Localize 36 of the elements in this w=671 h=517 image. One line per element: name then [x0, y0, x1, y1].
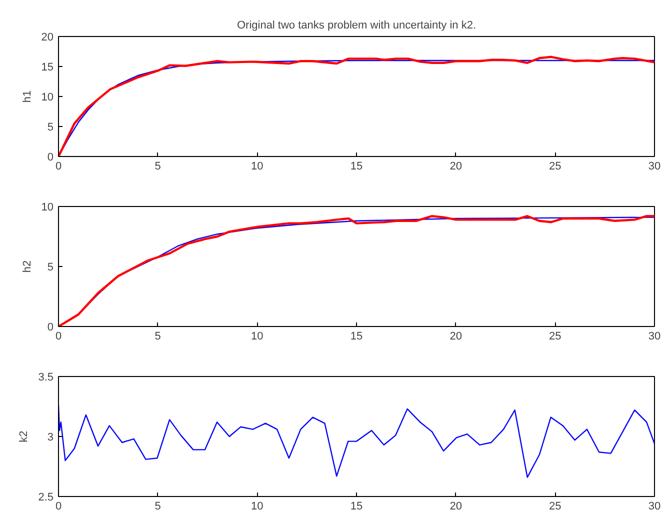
y-tick-label: 5 — [47, 122, 54, 134]
x-tick-label: 20 — [450, 330, 462, 342]
x-tick-label: 15 — [350, 160, 363, 172]
x-tick-label: 0 — [55, 160, 62, 172]
x-tick-label: 30 — [648, 330, 661, 342]
y-tick-label: 10 — [41, 202, 54, 214]
x-tick-label: 15 — [350, 500, 363, 512]
x-tick-label: 0 — [55, 330, 62, 342]
y-tick-label: 2.5 — [38, 492, 54, 504]
x-tick-label: 15 — [350, 330, 363, 342]
x-tick-label: 25 — [549, 160, 562, 172]
y-axis-title: h2 — [21, 260, 34, 273]
x-tick-label: 25 — [549, 330, 562, 342]
x-tick-label: 20 — [450, 500, 462, 512]
x-tick-label: 10 — [251, 160, 264, 172]
y-tick-label: 0 — [47, 322, 54, 334]
y-tick-label: 10 — [41, 92, 54, 104]
x-tick-label: 30 — [648, 500, 661, 512]
x-tick-label: 10 — [251, 500, 264, 512]
y-tick-label: 15 — [41, 62, 54, 74]
x-tick-label: 5 — [154, 500, 161, 512]
x-tick-label: 5 — [154, 160, 161, 172]
x-tick-label: 0 — [55, 500, 62, 512]
x-tick-label: 25 — [549, 500, 562, 512]
y-tick-label: 0 — [47, 152, 54, 164]
x-tick-label: 10 — [251, 330, 264, 342]
y-axis-title: h1 — [21, 90, 34, 103]
y-tick-label: 20 — [41, 32, 54, 44]
y-tick-label: 5 — [47, 262, 54, 274]
y-axis-title: k2 — [18, 430, 30, 442]
chart-title: Original two tanks problem with uncertainty in k2. — [236, 20, 476, 32]
y-tick-label: 3.5 — [38, 372, 54, 384]
x-tick-label: 30 — [648, 160, 661, 172]
x-tick-label: 5 — [154, 330, 161, 342]
y-tick-label: 3 — [47, 432, 54, 444]
x-tick-label: 20 — [450, 160, 462, 172]
